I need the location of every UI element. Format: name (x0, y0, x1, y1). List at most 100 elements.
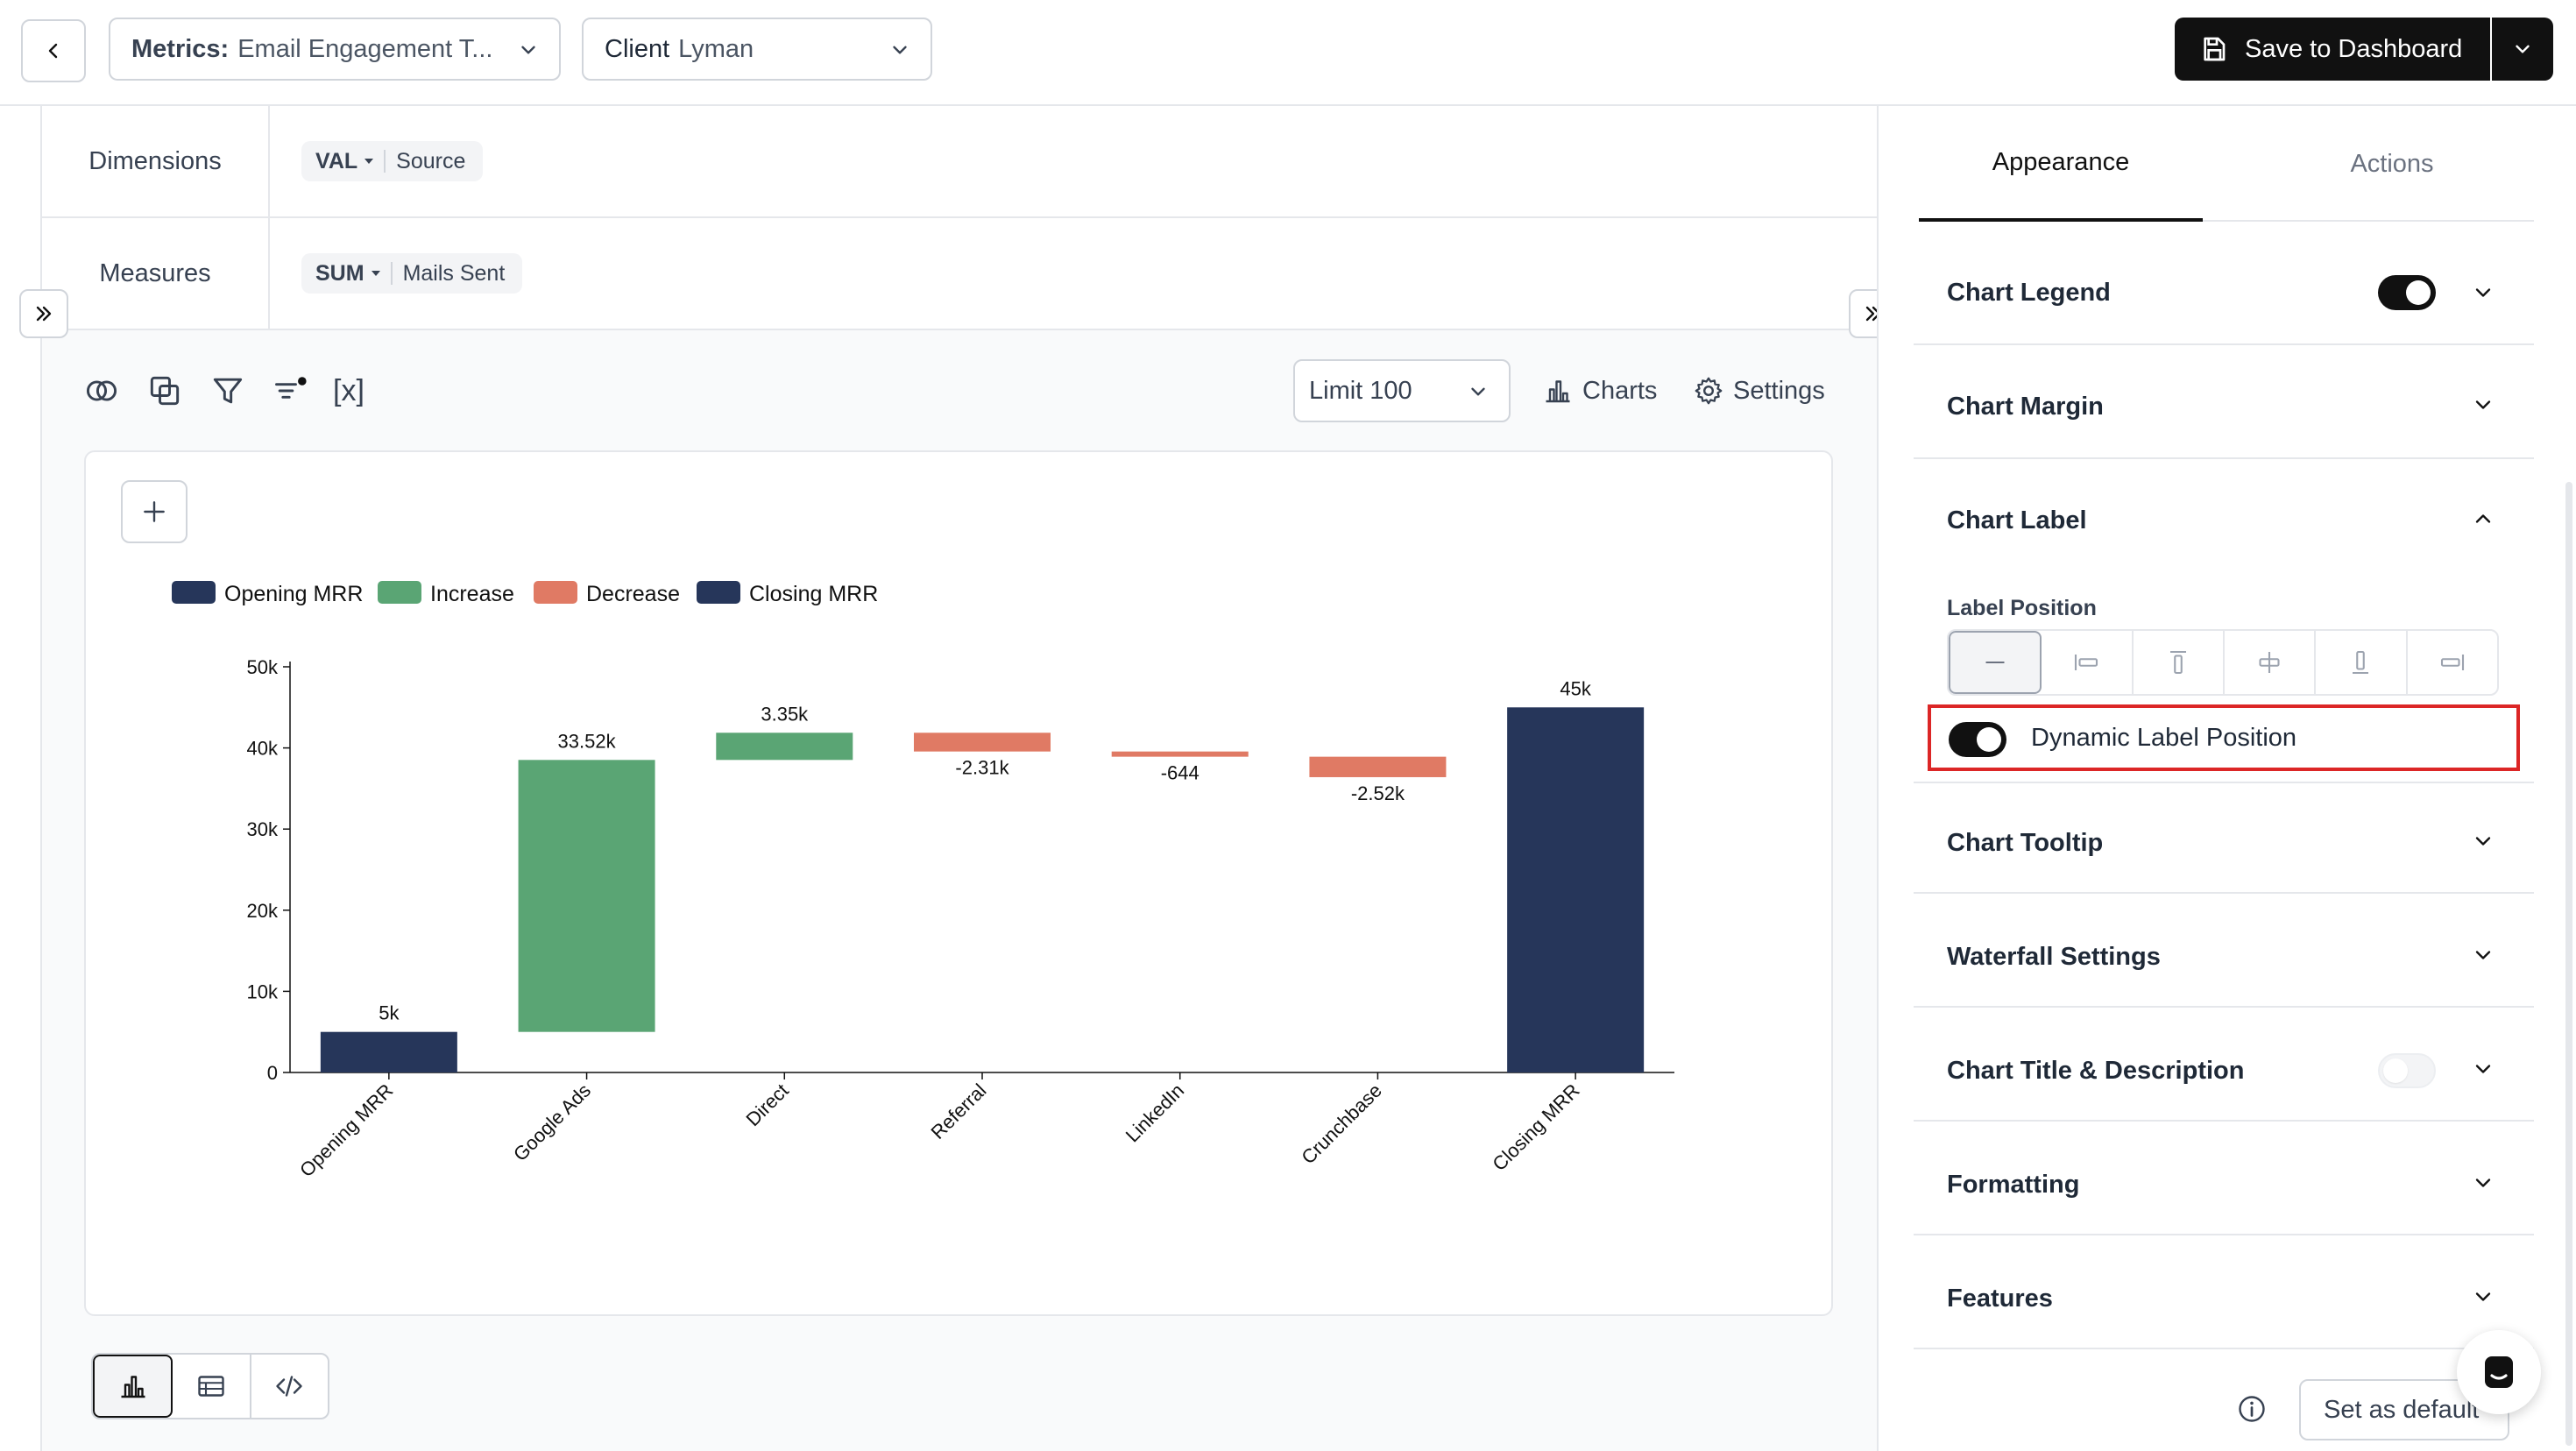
x-tick-label: LinkedIn (1122, 1079, 1189, 1147)
dash-icon (1985, 661, 2005, 664)
chart-legend: Opening MRR Increase Decrease Closing MRR (172, 581, 878, 606)
chevron-up-icon[interactable] (2471, 506, 2495, 531)
x-tick-label: Referral (927, 1079, 991, 1143)
align-center-icon (2259, 652, 2280, 673)
double-chevron-right-icon (36, 306, 52, 322)
y-tick-label: 40k (247, 738, 279, 760)
section-waterfall-settings[interactable]: Waterfall Settings (1914, 894, 2534, 1008)
section-chart-title-description[interactable]: Chart Title & Description (1914, 1008, 2534, 1122)
data-label: -2.31k (955, 757, 1009, 779)
info-icon[interactable] (2236, 1393, 2268, 1425)
section-chart-legend[interactable]: Chart Legend (1914, 238, 2534, 345)
align-start-icon (2075, 655, 2098, 670)
settings-label: Settings (1733, 376, 1825, 405)
legend-swatch[interactable] (534, 581, 577, 604)
section-title: Chart Margin (1947, 393, 2104, 421)
section-title: Waterfall Settings (1947, 943, 2161, 971)
legend-swatch[interactable] (697, 581, 740, 604)
tab-actions[interactable]: Actions (2250, 106, 2534, 222)
limit-select[interactable]: Limit 100 (1293, 359, 1511, 422)
label-position-group (1947, 629, 2499, 696)
bar-increase[interactable] (518, 760, 655, 1032)
save-to-dashboard-button[interactable]: Save to Dashboard (2175, 18, 2490, 81)
metrics-select[interactable]: Metrics: Email Engagement T... (109, 18, 561, 81)
align-end-icon (2440, 655, 2464, 670)
measure-chip[interactable]: SUM Mails Sent (301, 253, 523, 294)
panel-scrollbar[interactable] (2565, 482, 2572, 1446)
section-features[interactable]: Features (1914, 1235, 2534, 1349)
bar-increase[interactable] (716, 733, 853, 761)
label-position-end[interactable] (2408, 631, 2497, 694)
charts-button[interactable]: Charts (1542, 372, 1657, 410)
sort-icon[interactable] (272, 372, 310, 410)
expand-left-button[interactable] (19, 289, 68, 338)
label-position-inside-start[interactable] (2042, 631, 2134, 694)
x-tick-label: Opening MRR (295, 1079, 397, 1181)
chevron-down-icon (2475, 837, 2491, 846)
waterfall-chart: Opening MRR Increase Decrease Closing MRR 0… (172, 581, 1674, 1181)
label-position-title: Label Position (1947, 596, 2097, 620)
label-position-bottom[interactable] (2316, 631, 2408, 694)
tab-appearance[interactable]: Appearance (1919, 106, 2203, 222)
chart-title-toggle[interactable] (2378, 1053, 2436, 1088)
y-tick-label: 10k (247, 980, 279, 1002)
settings-button[interactable]: Settings (1693, 372, 1825, 410)
bar-chart-icon (1546, 380, 1570, 403)
filter-icon[interactable] (209, 372, 247, 410)
chevron-down-icon (521, 46, 535, 54)
caret-down-icon (364, 159, 374, 164)
variables-button[interactable]: [x] (333, 372, 364, 410)
dimension-chip[interactable]: VAL Source (301, 141, 484, 181)
back-button[interactable] (21, 19, 86, 82)
panel-tabs: Appearance Actions (1919, 106, 2534, 222)
bar-closing[interactable] (1507, 707, 1645, 1072)
label-position-center[interactable] (2225, 631, 2317, 694)
code-view-button[interactable] (251, 1355, 328, 1418)
section-formatting[interactable]: Formatting (1914, 1122, 2534, 1235)
bar-opening[interactable] (320, 1031, 457, 1072)
legend-label[interactable]: Opening MRR (224, 582, 363, 606)
chat-button[interactable] (2457, 1330, 2541, 1414)
appearance-panel (1877, 106, 2576, 1451)
legend-swatch[interactable] (378, 581, 421, 604)
bar-decrease[interactable] (914, 733, 1051, 752)
tab-actions-label: Actions (2350, 149, 2434, 178)
save-options-button[interactable] (2492, 18, 2553, 81)
legend-label[interactable]: Decrease (586, 582, 680, 606)
dimensions-label: Dimensions (42, 106, 270, 216)
dynamic-label-row: Dynamic Label Position (1928, 704, 2520, 771)
measure-field: Mails Sent (402, 260, 506, 286)
data-label: -2.52k (1351, 782, 1405, 804)
bar-decrease[interactable] (1309, 756, 1447, 777)
set-as-default-button[interactable]: Set as default (2299, 1379, 2509, 1440)
chart-view-button[interactable] (93, 1355, 173, 1418)
x-tick-label: Closing MRR (1488, 1079, 1583, 1175)
add-button[interactable] (121, 480, 188, 543)
legend-label[interactable]: Increase (430, 582, 514, 606)
caret-down-icon (371, 271, 380, 276)
top-bar: Metrics: Email Engagement T... Client Ly… (0, 0, 2576, 106)
data-label: 5k (379, 1002, 400, 1024)
label-position-top[interactable] (2134, 631, 2225, 694)
label-position-none[interactable] (1949, 631, 2042, 694)
align-top-icon (2169, 650, 2186, 675)
bar-chart-icon (121, 1376, 145, 1398)
legend-label[interactable]: Closing MRR (749, 582, 878, 606)
dynamic-label-toggle[interactable] (1949, 722, 2006, 757)
dimension-field: Source (396, 148, 466, 173)
section-chart-margin[interactable]: Chart Margin (1914, 345, 2534, 459)
chart-legend-toggle[interactable] (2378, 275, 2436, 310)
legend-swatch[interactable] (172, 581, 216, 604)
combine-icon[interactable] (145, 372, 184, 410)
section-chart-tooltip[interactable]: Chart Tooltip (1914, 783, 2534, 894)
dynamic-label-text: Dynamic Label Position (2031, 724, 2297, 752)
chat-icon (2485, 1356, 2513, 1388)
chevron-down-icon (2475, 1178, 2491, 1187)
join-icon[interactable] (82, 372, 121, 410)
x-tick-label: Crunchbase (1297, 1079, 1386, 1169)
x-axis: Opening MRR Google Ads Direct Referral Linke… (295, 1072, 1584, 1181)
table-view-button[interactable] (173, 1355, 251, 1418)
client-select[interactable]: Client Lyman (582, 18, 932, 81)
data-label: -644 (1161, 762, 1200, 784)
bar-decrease[interactable] (1111, 751, 1249, 757)
